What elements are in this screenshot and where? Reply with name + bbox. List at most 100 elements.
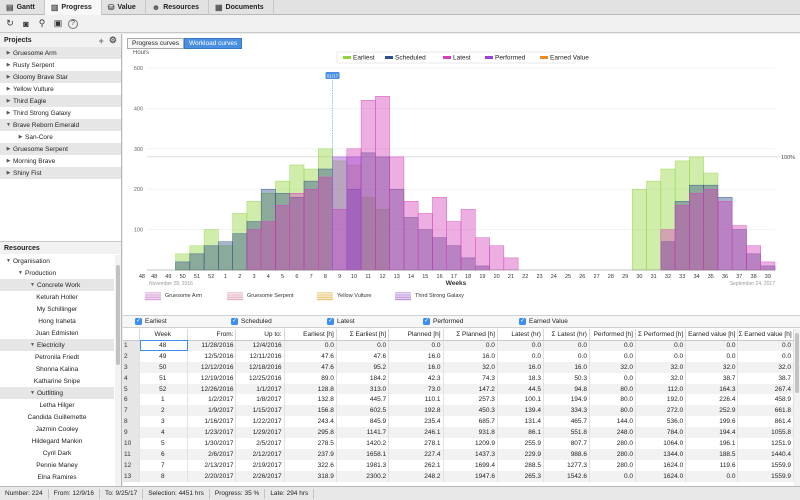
table-cell[interactable]: 6 xyxy=(139,448,189,460)
triangle-right-icon[interactable]: ▶ xyxy=(18,134,23,140)
table-cell[interactable]: 602.5 xyxy=(336,405,390,417)
table-cell[interactable]: 1141.7 xyxy=(336,427,390,439)
table-cell[interactable]: 32.0 xyxy=(443,361,498,373)
table-cell[interactable]: 32.0 xyxy=(737,361,794,373)
table-row[interactable]: 6 1 1/2/2017 1/8/2017 132.8 445.7 110.1 257.3 10… xyxy=(123,394,794,406)
table-row[interactable]: 8 3 1/16/2017 1/22/2017 243.4 845.9 235.4 685.7… xyxy=(123,416,794,428)
table-cell[interactable]: 1064.0 xyxy=(635,438,687,449)
camera-icon[interactable]: ◙ xyxy=(23,18,29,29)
table-cell[interactable]: 147.2 xyxy=(443,383,498,395)
table-cell[interactable]: 1/30/2017 xyxy=(187,438,237,449)
table-cell[interactable]: 16.0 xyxy=(388,350,444,362)
table-cell[interactable]: 322.6 xyxy=(284,459,337,471)
table-cell[interactable]: 49 xyxy=(139,350,189,362)
table-cell[interactable]: 458.9 xyxy=(737,394,794,406)
table-cell[interactable]: 931.8 xyxy=(443,427,498,439)
table-cell[interactable]: 2/20/2017 xyxy=(187,470,237,482)
triangle-down-icon[interactable]: ▼ xyxy=(18,270,23,276)
table-cell[interactable]: 47.6 xyxy=(284,361,337,373)
table-cell[interactable]: 0.0 xyxy=(543,350,590,362)
checkbox-scheduled[interactable]: ✓ Scheduled xyxy=(219,318,315,325)
column-header-planned-h[interactable]: Σ Planned [h] xyxy=(443,329,498,341)
table-cell[interactable]: 1209.9 xyxy=(443,438,498,449)
table-cell[interactable]: 295.8 xyxy=(284,427,337,439)
table-cell[interactable]: 278.1 xyxy=(388,438,444,449)
table-cell[interactable]: 1055.8 xyxy=(737,427,794,439)
table-cell[interactable]: 12/19/2016 xyxy=(187,372,237,384)
table-cell[interactable]: 272.0 xyxy=(635,405,687,417)
triangle-down-icon[interactable]: ▼ xyxy=(30,282,35,288)
table-cell[interactable]: 445.7 xyxy=(336,394,390,406)
table-cell[interactable]: 42.3 xyxy=(388,372,444,384)
table-cell[interactable]: 0.0 xyxy=(443,340,498,351)
table-cell[interactable]: 0.0 xyxy=(685,470,739,482)
table-cell[interactable]: 1658.1 xyxy=(336,448,390,460)
table-cell[interactable]: 1624.0 xyxy=(635,470,687,482)
add-project-button[interactable]: + xyxy=(98,35,104,46)
table-cell[interactable]: 50.3 xyxy=(543,372,590,384)
table-cell[interactable]: 278.5 xyxy=(284,438,337,449)
resource-juan-edmisten[interactable]: Juan Edmisten xyxy=(0,327,114,339)
dropper-icon[interactable]: ⚲ xyxy=(38,18,46,28)
table-row[interactable]: 3 50 12/12/2016 12/18/2016 47.6 95.2 16.0 32.0 1… xyxy=(123,361,794,373)
triangle-down-icon[interactable]: ▼ xyxy=(6,122,11,128)
table-cell[interactable]: 0.0 xyxy=(635,350,687,362)
table-cell[interactable]: 16.0 xyxy=(543,361,590,373)
table-cell[interactable]: 2/5/2017 xyxy=(235,438,285,449)
table-cell[interactable]: 51 xyxy=(139,372,189,384)
table-cell[interactable]: 334.3 xyxy=(543,405,590,417)
table-cell[interactable]: 1344.0 xyxy=(635,448,687,460)
table-cell[interactable]: 12/5/2016 xyxy=(187,350,237,362)
checkbox-earned-value[interactable]: ✓ Earned Value xyxy=(507,318,603,325)
resource-pennie-maney[interactable]: Pennie Maney xyxy=(0,459,114,471)
table-cell[interactable]: 0.0 xyxy=(685,350,739,362)
table-cell[interactable]: 1/29/2017 xyxy=(235,427,285,439)
resource-hong-iraheta[interactable]: Hong Iraheta xyxy=(0,315,114,327)
column-header-earned-value-h[interactable]: Earned value [h] xyxy=(685,329,739,341)
table-row[interactable]: 13 8 2/20/2017 2/26/2017 318.9 2300.2 248.2 194… xyxy=(123,470,794,482)
table-cell[interactable]: 318.9 xyxy=(284,470,337,482)
table-cell[interactable]: 196.1 xyxy=(685,438,739,449)
column-header-index[interactable] xyxy=(123,329,141,341)
project-brave-reborn-emerald[interactable]: ▼ Brave Reborn Emerald xyxy=(0,119,121,131)
table-cell[interactable]: 80.0 xyxy=(589,405,636,417)
resource-group-production[interactable]: ▼ Production xyxy=(0,267,114,279)
table-row[interactable]: 10 5 1/30/2017 2/5/2017 278.5 1420.2 278.1 1209… xyxy=(123,438,794,449)
table-cell[interactable]: 661.8 xyxy=(737,405,794,417)
triangle-right-icon[interactable]: ▶ xyxy=(6,158,11,164)
table-cell[interactable]: 1699.4 xyxy=(443,459,498,471)
table-cell[interactable]: 1251.9 xyxy=(737,438,794,449)
table-cell[interactable]: 1/23/2017 xyxy=(187,427,237,439)
table-cell[interactable]: 50 xyxy=(139,361,189,373)
table-cell[interactable]: 0.0 xyxy=(543,340,590,351)
table-cell[interactable]: 551.8 xyxy=(543,427,590,439)
project-yellow-vulture[interactable]: ▶ Yellow Vulture xyxy=(0,83,121,95)
table-cell[interactable]: 265.3 xyxy=(497,470,544,482)
triangle-right-icon[interactable]: ▶ xyxy=(6,74,11,80)
table-cell[interactable]: 112.0 xyxy=(635,383,687,395)
table-cell[interactable]: 32.0 xyxy=(635,361,687,373)
table-cell[interactable]: 188.5 xyxy=(685,448,739,460)
help-icon[interactable]: ? xyxy=(68,18,78,29)
table-cell[interactable]: 237.9 xyxy=(284,448,337,460)
table-cell[interactable]: 1559.9 xyxy=(737,470,794,482)
table-cell[interactable]: 280.0 xyxy=(589,448,636,460)
table-cell[interactable]: 0.0 xyxy=(497,350,544,362)
table-cell[interactable]: 0.0 xyxy=(737,340,794,351)
resource-my-schillinger[interactable]: My Schillinger xyxy=(0,303,114,315)
table-cell[interactable]: 1/16/2017 xyxy=(187,416,237,428)
table-cell[interactable]: 52 xyxy=(139,383,189,395)
table-cell[interactable]: 94.8 xyxy=(543,383,590,395)
resource-letha-hilger[interactable]: Letha Hilger xyxy=(0,399,114,411)
table-cell[interactable]: 0.0 xyxy=(737,350,794,362)
table-cell[interactable]: 164.3 xyxy=(685,383,739,395)
resource-elna-ramires[interactable]: Elna Ramires xyxy=(0,471,114,483)
resource-jazmin-cooley[interactable]: Jazmin Cooley xyxy=(0,423,114,435)
table-cell[interactable]: 280.0 xyxy=(589,438,636,449)
table-cell[interactable]: 1/22/2017 xyxy=(235,416,285,428)
table-cell[interactable]: 73.0 xyxy=(388,383,444,395)
resource-shonna-kalina[interactable]: Shonna Kalina xyxy=(0,363,114,375)
table-cell[interactable]: 1559.9 xyxy=(737,459,794,471)
table-cell[interactable]: 47.6 xyxy=(336,350,390,362)
table-cell[interactable]: 1/15/2017 xyxy=(235,405,285,417)
